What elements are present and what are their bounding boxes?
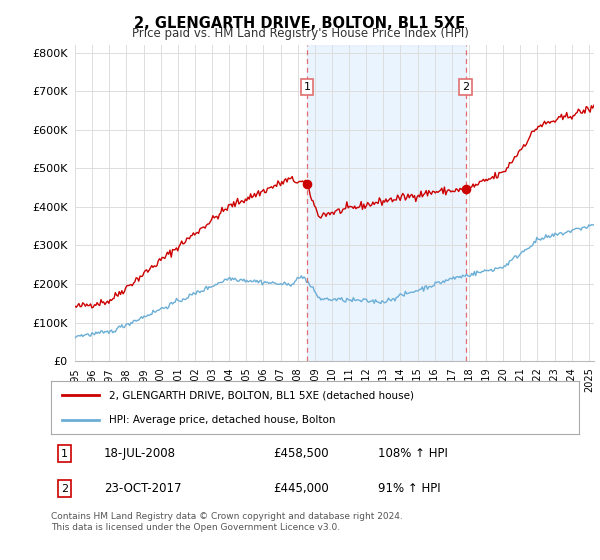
Text: HPI: Average price, detached house, Bolton: HPI: Average price, detached house, Bolt…	[109, 414, 335, 424]
Text: £458,500: £458,500	[273, 447, 328, 460]
Text: Price paid vs. HM Land Registry's House Price Index (HPI): Price paid vs. HM Land Registry's House …	[131, 27, 469, 40]
Point	[302, 180, 312, 189]
Point	[461, 185, 470, 194]
Text: 1: 1	[61, 449, 68, 459]
Text: 2: 2	[462, 82, 469, 92]
Text: £445,000: £445,000	[273, 482, 329, 495]
Text: 108% ↑ HPI: 108% ↑ HPI	[379, 447, 448, 460]
Text: Contains HM Land Registry data © Crown copyright and database right 2024.
This d: Contains HM Land Registry data © Crown c…	[51, 512, 403, 532]
Text: 1: 1	[304, 82, 310, 92]
Text: 23-OCT-2017: 23-OCT-2017	[104, 482, 181, 495]
Text: 2, GLENGARTH DRIVE, BOLTON, BL1 5XE (detached house): 2, GLENGARTH DRIVE, BOLTON, BL1 5XE (det…	[109, 390, 414, 400]
Text: 2, GLENGARTH DRIVE, BOLTON, BL1 5XE: 2, GLENGARTH DRIVE, BOLTON, BL1 5XE	[134, 16, 466, 31]
Text: 2: 2	[61, 484, 68, 493]
Text: 91% ↑ HPI: 91% ↑ HPI	[379, 482, 441, 495]
Bar	[307, 45, 466, 361]
Text: 18-JUL-2008: 18-JUL-2008	[104, 447, 176, 460]
